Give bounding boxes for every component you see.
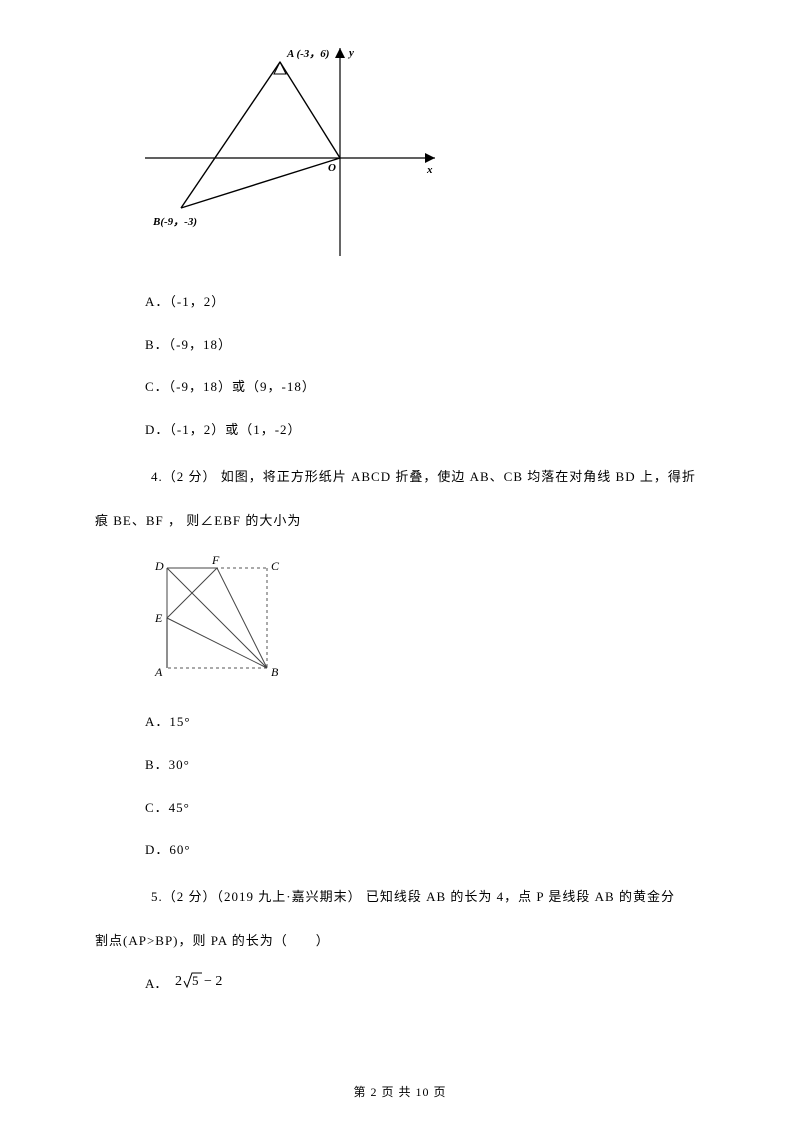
figure-folded-square: D F C E A B [145, 550, 705, 687]
y-axis-arrow [335, 48, 345, 58]
svg-text:5: 5 [192, 973, 199, 988]
q3-option-C: C．（-9，18）或（9，-18） [145, 377, 705, 398]
seg-AB [181, 62, 280, 208]
q4-option-D: D．60° [145, 840, 705, 861]
sqrt-svg: 2 5 − 2 [175, 970, 235, 990]
figure-triangle-axes: A (-3，6) B(-9，-3) O y x [145, 40, 705, 267]
q5-option-A: A． 2 5 − 2 [145, 970, 705, 998]
triangle-svg: A (-3，6) B(-9，-3) O y x [145, 40, 445, 260]
label-F: F [211, 553, 220, 567]
q5-optA-label: A． [145, 974, 167, 995]
label-x: x [426, 164, 433, 176]
q4-option-B: B．30° [145, 755, 705, 776]
label-y: y [347, 47, 354, 59]
x-axis-arrow [425, 153, 435, 163]
seg-BE [167, 618, 267, 668]
q3-option-A: A．（-1，2） [145, 292, 705, 313]
label-A2: A [154, 665, 163, 679]
q5-text-line2: 割点(AP>BP)，则 PA 的长为（ ） [95, 927, 705, 956]
q3-option-D: D．（-1，2）或（1，-2） [145, 420, 705, 441]
q4-option-A: A．15° [145, 712, 705, 733]
square-svg: D F C E A B [145, 550, 290, 680]
seg-AO [280, 62, 340, 158]
label-C: C [271, 559, 280, 573]
q3-option-B: B．（-9，18） [145, 335, 705, 356]
seg-BO [181, 158, 340, 208]
label-E: E [154, 611, 163, 625]
label-D: D [154, 559, 164, 573]
svg-text:− 2: − 2 [204, 974, 222, 989]
q4-option-C: C．45° [145, 798, 705, 819]
svg-text:2: 2 [175, 974, 182, 989]
seg-BF [217, 568, 267, 668]
label-A: A (-3，6) [286, 48, 329, 60]
label-B2: B [271, 665, 279, 679]
label-O: O [328, 162, 336, 174]
label-B: B(-9，-3) [152, 216, 197, 228]
page-number: 第 2 页 共 10 页 [0, 1083, 800, 1102]
seg-BD [167, 568, 267, 668]
q5-optA-expr: 2 5 − 2 [175, 970, 235, 998]
q4-text-line2: 痕 BE、BF ， 则∠EBF 的大小为 [95, 507, 705, 536]
q5-text-line1: 5.（2 分）（2019 九上·嘉兴期末） 已知线段 AB 的长为 4，点 P … [125, 883, 705, 912]
q4-text-line1: 4.（2 分） 如图，将正方形纸片 ABCD 折叠，使边 AB、CB 均落在对角… [125, 463, 705, 492]
